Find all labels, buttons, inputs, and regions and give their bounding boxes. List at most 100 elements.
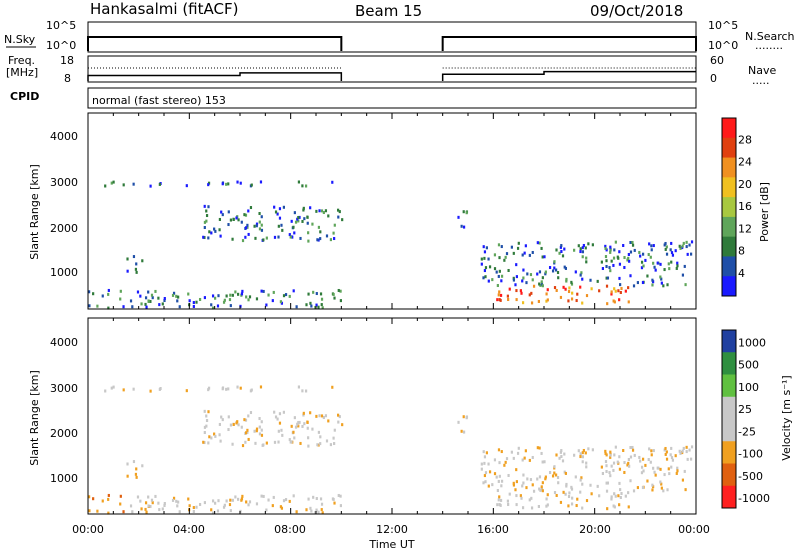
velocity-point [292,494,295,498]
velocity-point [306,420,309,424]
velocity-point [498,474,501,478]
power-point [515,298,518,302]
power-point [297,215,300,219]
velocity-point [258,425,261,429]
power-colorbar-tick: 24 [738,156,752,169]
velocity-point [495,475,498,479]
power-point [609,248,612,252]
power-point [236,180,239,184]
power-point [248,295,252,299]
power-point [563,265,566,269]
velocity-point [151,501,154,505]
power-point [245,295,248,299]
velocity-point [205,419,209,423]
velocity-point [314,510,317,514]
velocity-point [222,505,226,509]
velocity-point [591,448,594,452]
velocity-point [149,504,152,508]
velocity-point [609,450,612,454]
velocity-point [139,499,142,503]
velocity-point [529,478,533,482]
power-point [614,240,617,244]
velocity-point [688,448,691,452]
power-point [462,210,465,214]
velocity-point [610,464,613,468]
power-point [515,275,518,279]
power-point [222,300,226,304]
power-point [627,300,630,304]
power-point [225,182,228,186]
power-point [277,224,280,228]
power-point [267,293,270,297]
power-colorbar-tick: 8 [738,245,745,258]
power-point [529,273,533,277]
power-point [195,300,198,304]
power-point [596,279,599,283]
power-colorbar-swatch [722,177,736,198]
power-point [203,220,207,224]
velocity-point [600,465,603,469]
power-point [629,240,632,244]
power-point [561,254,565,258]
power-point [332,231,335,235]
velocity-point [219,439,222,443]
velocity-point [304,389,308,393]
velocity-point [517,446,520,450]
velocity-point [295,510,298,514]
power-point [227,223,230,227]
power-point [465,211,468,215]
nsearch-right-label: N.Search [745,30,795,43]
velocity-colorbar-tick: -500 [738,470,763,483]
velocity-point [573,453,576,457]
nsky-series [87,36,697,51]
power-point [273,205,276,209]
velocity-point [670,456,674,460]
power-point [560,244,563,248]
velocity-point [178,510,181,514]
velocity-point [515,468,518,472]
velocity-point [581,482,584,486]
power-point [670,251,674,255]
power-point [638,250,641,254]
power-point [278,216,282,220]
power-point [185,184,188,188]
power-colorbar-tick: 28 [738,133,752,146]
power-point [258,220,261,224]
power-point [221,182,224,186]
velocity-point [317,510,320,514]
power-point [663,268,666,272]
velocity-point [255,427,259,431]
power-point [585,260,588,264]
velocity-point [129,504,133,508]
power-point [659,275,662,279]
nsky-segment [87,36,343,51]
velocity-point [538,446,541,450]
velocity-point [689,457,693,461]
velocity-point [544,477,547,481]
power-point [659,262,662,266]
power-point [228,298,232,302]
velocity-point [321,511,324,515]
velocity-point [605,481,608,485]
power-point [211,306,215,310]
velocity-point [144,507,147,511]
power-point [538,241,541,245]
power-point [255,224,258,228]
power-point [564,266,568,270]
power-point [149,299,152,303]
velocity-point [499,498,503,502]
power-point [610,259,613,263]
velocity-point [297,420,300,424]
velocity-point [192,506,195,510]
velocity-point [325,439,329,443]
velocity-point [237,497,240,501]
power-point [214,229,217,233]
power-point [211,294,215,298]
velocity-point [564,492,567,496]
power-panel-frame [87,112,697,310]
power-point [302,206,305,210]
velocity-point [633,453,636,457]
velocity-point [497,479,500,483]
velocity-point [218,422,222,426]
freq-left-label-line2: [MHz] [6,66,38,79]
